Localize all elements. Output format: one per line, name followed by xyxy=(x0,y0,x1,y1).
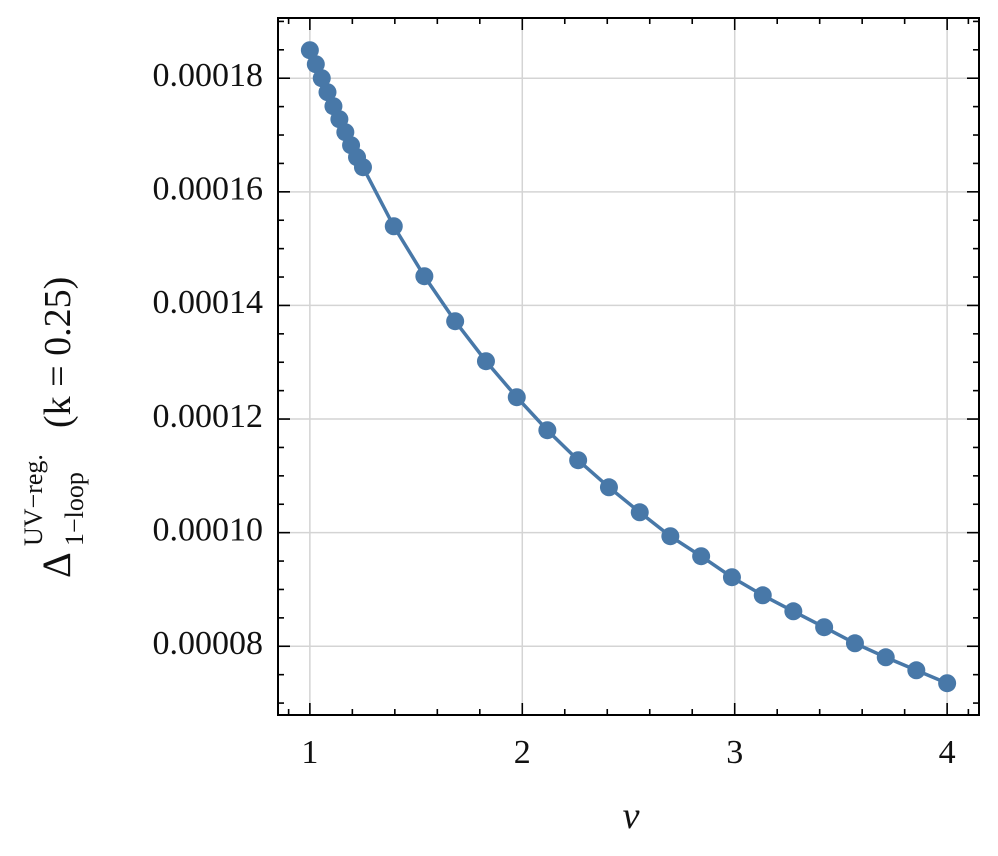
y-label-sup: UV−reg. xyxy=(19,454,48,546)
data-point xyxy=(938,674,957,693)
y-label-rest: (k = 0.25) xyxy=(37,277,79,428)
data-point xyxy=(300,41,319,60)
data-line xyxy=(308,49,948,685)
data-point xyxy=(312,69,331,88)
data-point xyxy=(876,648,895,667)
x-tick-label: 1 xyxy=(301,734,318,771)
data-point xyxy=(630,503,649,522)
y-label-base: Δ xyxy=(34,552,79,578)
data-point xyxy=(476,352,495,371)
data-point xyxy=(538,421,557,440)
x-tick-label: 3 xyxy=(726,734,743,771)
x-tick-label: 2 xyxy=(514,734,531,771)
data-point xyxy=(907,661,926,680)
data-point xyxy=(569,451,588,470)
data-point xyxy=(661,527,680,546)
data-point xyxy=(446,312,465,331)
plot-frame xyxy=(277,17,980,716)
data-point xyxy=(415,267,434,286)
y-tick-label: 0.00010 xyxy=(153,511,264,548)
y-label-sub: 1−loop xyxy=(60,472,89,546)
y-tick-label: 0.00014 xyxy=(153,284,264,321)
y-tick-label: 0.00018 xyxy=(153,57,264,94)
data-point xyxy=(306,55,325,74)
data-point xyxy=(692,547,711,566)
data-point xyxy=(507,388,526,407)
data-point xyxy=(353,158,372,177)
data-point xyxy=(845,634,864,653)
y-tick-label: 0.00016 xyxy=(153,171,264,208)
data-point xyxy=(384,217,403,236)
data-point xyxy=(784,602,803,621)
data-point xyxy=(753,586,772,605)
data-point xyxy=(599,478,618,497)
y-tick-label: 0.00008 xyxy=(153,625,264,662)
x-tick-label: 4 xyxy=(939,734,956,771)
x-axis-label: ν xyxy=(623,795,640,837)
data-point xyxy=(722,568,741,587)
data-point xyxy=(318,83,337,102)
data-point xyxy=(815,618,834,637)
y-axis-label: Δ UV−reg. 1−loop (k = 0.25) xyxy=(19,277,89,578)
y-tick-label: 0.00012 xyxy=(153,398,264,435)
